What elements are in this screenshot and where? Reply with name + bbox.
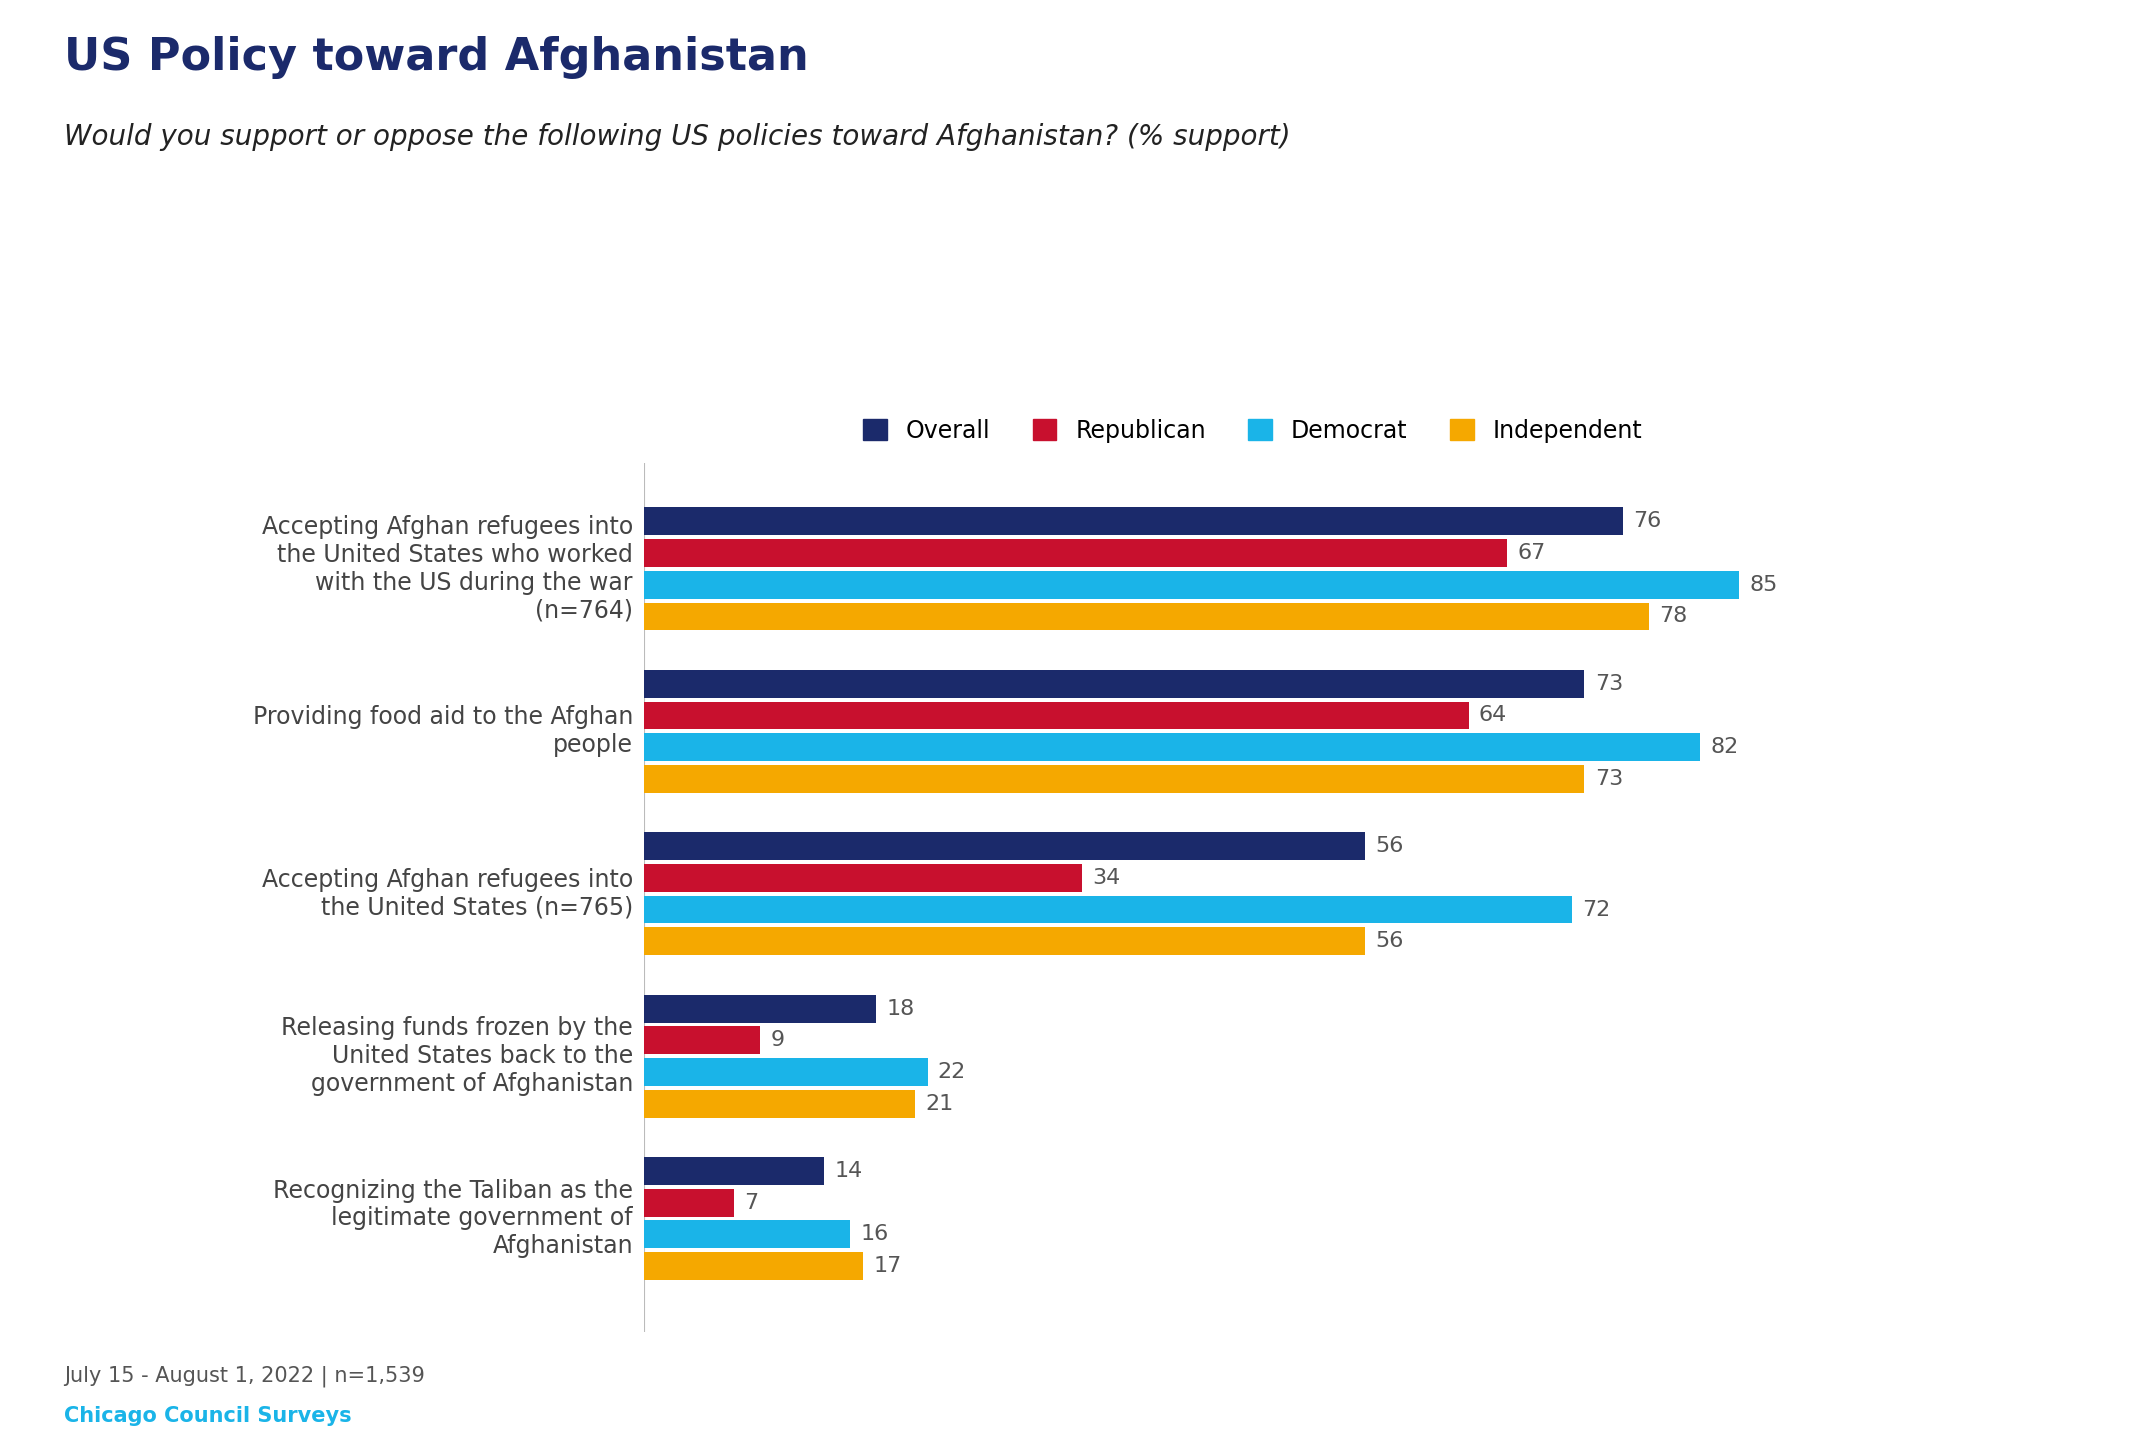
Text: 56: 56: [1376, 835, 1404, 856]
Bar: [644, 602, 1649, 630]
Bar: [644, 539, 1507, 568]
Bar: [644, 1157, 824, 1184]
Text: US Policy toward Afghanistan: US Policy toward Afghanistan: [64, 36, 809, 80]
Bar: [644, 833, 1365, 860]
Text: 73: 73: [1595, 769, 1623, 789]
Bar: [644, 1058, 928, 1086]
Bar: [644, 1090, 915, 1118]
Legend: Overall, Republican, Democrat, Independent: Overall, Republican, Democrat, Independe…: [863, 418, 1642, 443]
Text: 56: 56: [1376, 931, 1404, 951]
Text: 21: 21: [925, 1093, 953, 1114]
Text: 64: 64: [1479, 705, 1507, 725]
Bar: [644, 701, 1469, 730]
Text: Chicago Council Surveys: Chicago Council Surveys: [64, 1406, 352, 1426]
Text: 34: 34: [1093, 867, 1121, 888]
Bar: [644, 864, 1082, 892]
Text: 16: 16: [861, 1225, 889, 1244]
Bar: [644, 995, 876, 1022]
Text: 85: 85: [1750, 575, 1778, 595]
Bar: [644, 1027, 760, 1054]
Text: 18: 18: [887, 999, 915, 1018]
Bar: [644, 670, 1584, 698]
Text: 67: 67: [1518, 543, 1546, 563]
Text: 22: 22: [938, 1061, 966, 1082]
Text: 78: 78: [1660, 607, 1688, 627]
Bar: [644, 571, 1739, 598]
Text: 7: 7: [745, 1193, 758, 1212]
Text: 14: 14: [835, 1161, 863, 1182]
Bar: [644, 1253, 863, 1280]
Bar: [644, 1221, 850, 1248]
Bar: [644, 765, 1584, 792]
Bar: [644, 1189, 734, 1216]
Text: 17: 17: [874, 1255, 902, 1276]
Bar: [644, 733, 1700, 762]
Bar: [644, 896, 1572, 924]
Bar: [644, 507, 1623, 536]
Bar: [644, 927, 1365, 956]
Text: Would you support or oppose the following US policies toward Afghanistan? (% sup: Would you support or oppose the followin…: [64, 123, 1290, 151]
Text: 72: 72: [1582, 899, 1610, 919]
Text: 73: 73: [1595, 673, 1623, 694]
Text: 76: 76: [1634, 511, 1662, 531]
Text: 9: 9: [771, 1030, 784, 1050]
Text: 82: 82: [1711, 737, 1739, 757]
Text: July 15 - August 1, 2022 | n=1,539: July 15 - August 1, 2022 | n=1,539: [64, 1365, 425, 1387]
